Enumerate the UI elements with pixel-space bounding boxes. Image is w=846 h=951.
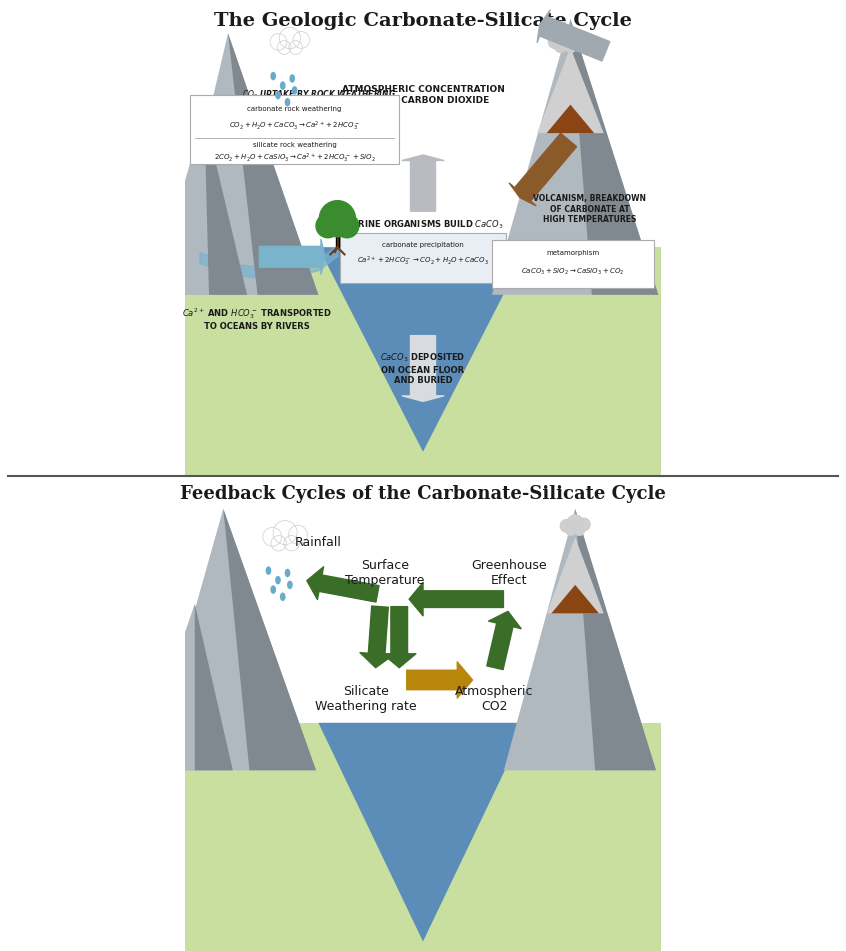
Circle shape (316, 214, 340, 238)
Circle shape (273, 520, 297, 545)
Circle shape (560, 519, 573, 533)
Text: VOLCANISM, BREAKDOWN
OF CARBONATE AT
HIGH TEMPERATURES: VOLCANISM, BREAKDOWN OF CARBONATE AT HIG… (533, 194, 646, 224)
Text: Atmospheric
CO2: Atmospheric CO2 (455, 685, 534, 712)
Polygon shape (195, 604, 233, 770)
Ellipse shape (275, 575, 281, 584)
Polygon shape (504, 509, 656, 770)
Circle shape (319, 201, 355, 237)
Polygon shape (537, 48, 604, 133)
Text: MARINE ORGANISMS BUILD $CaCO_3$
SHELLS, RELEASE $CO_2$: MARINE ORGANISMS BUILD $CaCO_3$ SHELLS, … (343, 219, 503, 245)
Text: $CO_2$ UPTAKE BY ROCK WEATHERING: $CO_2$ UPTAKE BY ROCK WEATHERING (242, 88, 397, 102)
Circle shape (564, 40, 577, 52)
Polygon shape (318, 723, 528, 941)
Ellipse shape (266, 566, 272, 574)
Polygon shape (492, 19, 658, 295)
Circle shape (557, 29, 575, 48)
Text: $CO_2 + H_2O + CaCO_3 \rightarrow Ca^{2+} + 2HCO_3^-$: $CO_2 + H_2O + CaCO_3 \rightarrow Ca^{2+… (229, 120, 360, 132)
Polygon shape (318, 247, 528, 452)
Circle shape (566, 525, 576, 535)
Text: ATMOSPHERIC CONCENTRATION
OF CO2, CARBON DIOXIDE: ATMOSPHERIC CONCENTRATION OF CO2, CARBON… (342, 86, 504, 105)
Polygon shape (547, 537, 604, 613)
Polygon shape (552, 585, 599, 613)
Circle shape (567, 515, 583, 531)
FancyBboxPatch shape (185, 723, 661, 951)
Ellipse shape (284, 569, 290, 577)
FancyBboxPatch shape (185, 247, 661, 476)
Circle shape (335, 214, 359, 238)
Polygon shape (223, 509, 316, 770)
Text: Greenhouse
Effect: Greenhouse Effect (470, 559, 547, 587)
Ellipse shape (280, 81, 286, 89)
FancyBboxPatch shape (190, 95, 399, 164)
Circle shape (279, 28, 300, 49)
Ellipse shape (271, 586, 276, 593)
Ellipse shape (292, 87, 298, 95)
Text: Silicate
Weathering rate: Silicate Weathering rate (315, 685, 417, 712)
Polygon shape (547, 105, 594, 133)
Circle shape (270, 33, 287, 50)
Circle shape (293, 31, 310, 49)
Text: $Ca^{2+} + 2HCO_3^- \rightarrow CO_2 + H_2O + CaCO_3$: $Ca^{2+} + 2HCO_3^- \rightarrow CO_2 + H… (357, 255, 489, 268)
Text: Rainfall: Rainfall (295, 535, 342, 549)
Circle shape (555, 40, 567, 52)
Ellipse shape (284, 98, 290, 107)
FancyBboxPatch shape (340, 233, 506, 283)
Circle shape (288, 525, 307, 544)
Polygon shape (152, 114, 247, 295)
Circle shape (263, 528, 282, 546)
Polygon shape (138, 604, 233, 770)
Ellipse shape (289, 74, 295, 83)
Polygon shape (204, 114, 247, 295)
Text: Surface
Temperature: Surface Temperature (345, 559, 425, 587)
Text: $CaCO_3$ DEPOSITED
ON OCEAN FLOOR
AND BURIED: $CaCO_3$ DEPOSITED ON OCEAN FLOOR AND BU… (381, 352, 465, 385)
Circle shape (277, 41, 291, 54)
Text: metamorphism: metamorphism (547, 250, 599, 256)
Circle shape (288, 41, 302, 54)
Circle shape (283, 535, 299, 551)
FancyBboxPatch shape (492, 240, 654, 287)
Text: carbonate precipitation: carbonate precipitation (382, 242, 464, 248)
Ellipse shape (287, 580, 293, 589)
Polygon shape (166, 33, 318, 295)
Text: $Ca^{2+}$ AND $HCO_3^-$ TRANSPORTED
TO OCEANS BY RIVERS: $Ca^{2+}$ AND $HCO_3^-$ TRANSPORTED TO O… (182, 306, 332, 331)
Circle shape (578, 518, 590, 531)
Ellipse shape (271, 71, 276, 80)
Text: $2CO_2 + H_2O + CaSiO_3 \rightarrow Ca^{2+} + 2HCO_3^- + SiO_2$: $2CO_2 + H_2O + CaSiO_3 \rightarrow Ca^{… (214, 151, 376, 165)
Circle shape (548, 34, 563, 49)
Text: silicate rock weathering: silicate rock weathering (253, 142, 337, 148)
Polygon shape (150, 509, 316, 770)
Circle shape (569, 32, 583, 47)
Ellipse shape (280, 592, 286, 601)
Polygon shape (570, 19, 658, 295)
Circle shape (574, 525, 585, 535)
Polygon shape (228, 33, 318, 295)
Text: carbonate rock weathering: carbonate rock weathering (247, 107, 342, 112)
Polygon shape (575, 509, 656, 770)
Ellipse shape (275, 90, 281, 99)
Circle shape (271, 535, 287, 551)
Text: $CaCO_3 + SiO_2 \rightarrow CaSiO_3 + CO_2$: $CaCO_3 + SiO_2 \rightarrow CaSiO_3 + CO… (521, 267, 624, 277)
FancyBboxPatch shape (336, 228, 339, 247)
Text: The Geologic Carbonate-Silicate Cycle: The Geologic Carbonate-Silicate Cycle (214, 11, 632, 29)
Text: Feedback Cycles of the Carbonate-Silicate Cycle: Feedback Cycles of the Carbonate-Silicat… (180, 485, 666, 503)
